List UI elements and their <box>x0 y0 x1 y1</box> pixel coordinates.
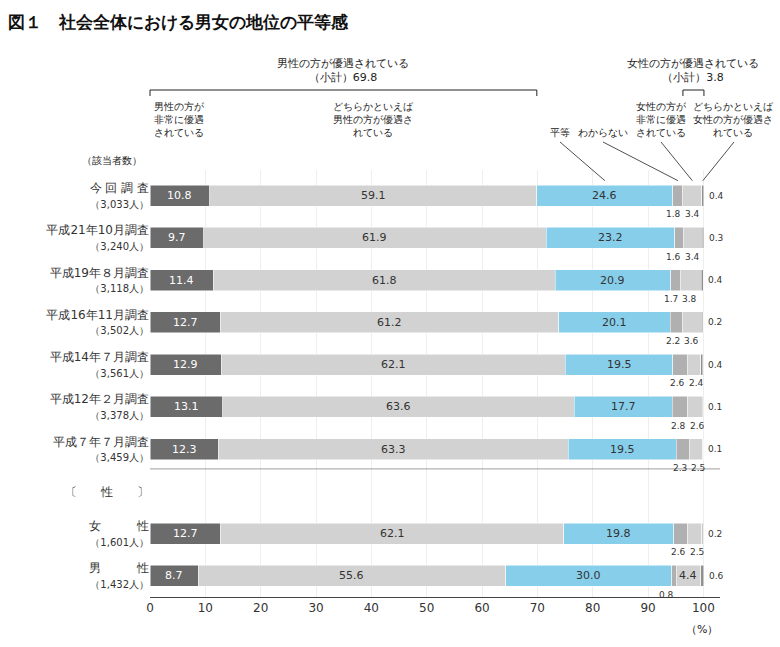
svg-text:100: 100 <box>692 601 715 615</box>
svg-text:平成19年８月調査（3,118人）: 平成19年８月調査（3,118人） <box>50 266 149 295</box>
svg-text:どちらかといえば女性の方が優遇されている: どちらかといえば女性の方が優遇されている <box>693 101 774 138</box>
svg-text:1.7: 1.7 <box>664 294 678 304</box>
svg-text:2.3: 2.3 <box>673 463 687 473</box>
svg-text:2.8: 2.8 <box>671 421 686 431</box>
svg-text:8.7: 8.7 <box>165 569 183 582</box>
svg-text:0.8: 0.8 <box>659 590 674 600</box>
svg-text:62.1: 62.1 <box>381 358 406 371</box>
svg-text:61.2: 61.2 <box>377 316 402 329</box>
svg-text:60: 60 <box>474 601 489 615</box>
svg-text:61.9: 61.9 <box>362 231 387 244</box>
svg-text:0: 0 <box>146 601 154 615</box>
svg-text:9.7: 9.7 <box>168 231 186 244</box>
svg-text:30.0: 30.0 <box>576 569 601 582</box>
svg-text:19.5: 19.5 <box>610 443 635 456</box>
svg-text:3.4: 3.4 <box>685 209 700 219</box>
svg-text:50: 50 <box>419 601 434 615</box>
svg-text:80: 80 <box>585 601 600 615</box>
svg-text:3.4: 3.4 <box>685 252 700 262</box>
svg-text:40: 40 <box>364 601 379 615</box>
svg-text:平成12年２月調査（3,378人）: 平成12年２月調査（3,378人） <box>50 392 149 421</box>
svg-text:女性の方が優遇されている（小計）3.8: 女性の方が優遇されている（小計）3.8 <box>627 57 759 84</box>
svg-text:3.8: 3.8 <box>682 294 697 304</box>
svg-text:0.1: 0.1 <box>708 402 722 412</box>
svg-text:0.1: 0.1 <box>708 444 722 454</box>
svg-text:0.4: 0.4 <box>708 275 723 285</box>
svg-text:24.6: 24.6 <box>592 189 617 202</box>
svg-text:男性の方が優遇されている（小計）69.8: 男性の方が優遇されている（小計）69.8 <box>277 57 409 84</box>
svg-text:90: 90 <box>640 601 655 615</box>
svg-text:平成７年７月調査（3,459人）: 平成７年７月調査（3,459人） <box>53 435 149 464</box>
svg-text:12.7: 12.7 <box>173 316 198 329</box>
svg-text:4.4: 4.4 <box>679 569 697 582</box>
svg-text:10.8: 10.8 <box>167 189 192 202</box>
svg-text:20.1: 20.1 <box>602 316 627 329</box>
svg-text:0.4: 0.4 <box>709 191 724 201</box>
svg-text:59.1: 59.1 <box>361 189 386 202</box>
svg-text:20.9: 20.9 <box>600 274 625 287</box>
svg-text:（%）: （%） <box>686 623 718 636</box>
svg-text:1.8: 1.8 <box>666 209 681 219</box>
svg-text:13.1: 13.1 <box>174 400 199 413</box>
svg-text:63.6: 63.6 <box>386 400 411 413</box>
svg-text:平等: 平等 <box>550 127 570 138</box>
svg-text:平成21年10月調査（3,240人）: 平成21年10月調査（3,240人） <box>46 223 149 252</box>
svg-text:55.6: 55.6 <box>339 569 364 582</box>
svg-text:2.6: 2.6 <box>671 547 686 557</box>
svg-text:男性の方が非常に優遇されている: 男性の方が非常に優遇されている <box>154 101 205 138</box>
svg-text:12.9: 12.9 <box>173 358 198 371</box>
svg-text:平成16年11月調査（3,502人）: 平成16年11月調査（3,502人） <box>46 308 149 337</box>
svg-text:2.2: 2.2 <box>666 336 680 346</box>
svg-text:0.3: 0.3 <box>709 233 723 243</box>
svg-text:11.4: 11.4 <box>169 274 194 287</box>
svg-text:12.3: 12.3 <box>172 443 197 456</box>
svg-text:男 性（1,432人）: 男 性（1,432人） <box>89 561 149 590</box>
svg-text:0.2: 0.2 <box>708 529 722 539</box>
svg-text:2.6: 2.6 <box>670 378 685 388</box>
svg-text:10: 10 <box>198 601 213 615</box>
svg-text:20: 20 <box>253 601 268 615</box>
svg-text:どちらかといえば男性の方が優遇されている: どちらかといえば男性の方が優遇されている <box>333 101 414 138</box>
svg-text:63.3: 63.3 <box>381 443 406 456</box>
svg-text:23.2: 23.2 <box>598 231 623 244</box>
svg-text:（該当者数）: （該当者数） <box>82 155 142 166</box>
svg-text:17.7: 17.7 <box>611 400 636 413</box>
svg-text:今 回 調 査（3,033人）: 今 回 調 査（3,033人） <box>90 181 149 210</box>
svg-text:12.7: 12.7 <box>173 527 198 540</box>
svg-text:2.5: 2.5 <box>690 547 704 557</box>
svg-text:図１ 社会全体における男女の地位の平等感: 図１ 社会全体における男女の地位の平等感 <box>8 12 349 32</box>
svg-text:〔 性 〕: 〔 性 〕 <box>65 485 149 499</box>
svg-text:女性の方が非常に優遇されている: 女性の方が非常に優遇されている <box>636 101 687 138</box>
svg-text:2.6: 2.6 <box>690 421 705 431</box>
svg-text:平成14年７月調査（3,561人）: 平成14年７月調査（3,561人） <box>50 350 149 379</box>
svg-text:19.8: 19.8 <box>606 527 631 540</box>
svg-text:女 性（1,601人）: 女 性（1,601人） <box>89 519 149 548</box>
svg-text:わからない: わからない <box>578 127 628 138</box>
svg-text:62.1: 62.1 <box>380 527 405 540</box>
svg-text:61.8: 61.8 <box>372 274 397 287</box>
svg-text:2.5: 2.5 <box>691 463 705 473</box>
svg-text:19.5: 19.5 <box>607 358 632 371</box>
svg-text:0.4: 0.4 <box>708 360 723 370</box>
svg-text:70: 70 <box>530 601 545 615</box>
svg-text:3.6: 3.6 <box>684 336 699 346</box>
svg-text:30: 30 <box>308 601 323 615</box>
svg-text:2.4: 2.4 <box>689 378 704 388</box>
svg-text:0.6: 0.6 <box>709 571 724 581</box>
svg-text:1.6: 1.6 <box>666 252 681 262</box>
svg-text:0.2: 0.2 <box>708 317 722 327</box>
